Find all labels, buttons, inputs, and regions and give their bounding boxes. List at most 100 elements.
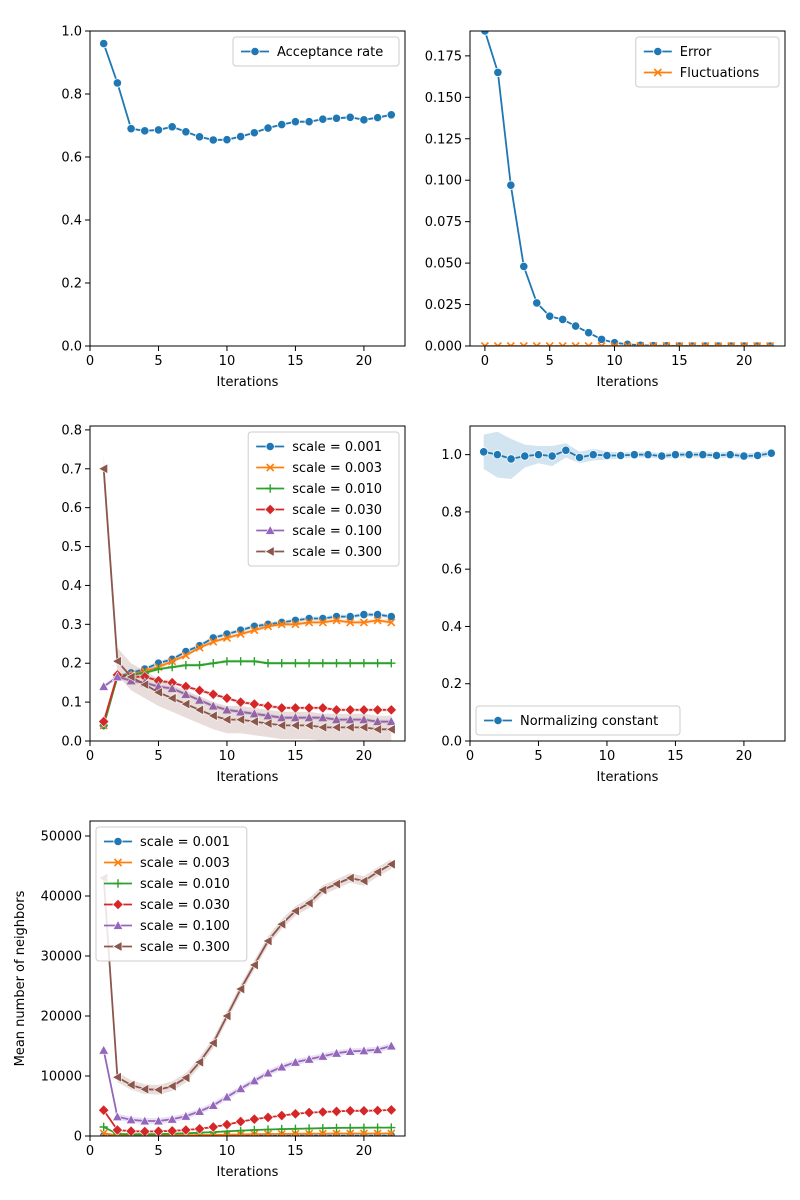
axes-frame <box>89 425 406 742</box>
x-tick-label: 15 <box>667 749 684 764</box>
panel-normalizing-constant: 0 5 10 15 20 0.0 0.2 0.4 0.6 0.8 1.0 Iterations Norm… <box>441 425 786 785</box>
point-scale-0-100-9 <box>221 1091 233 1102</box>
point-scale-0-030-6 <box>180 1124 192 1136</box>
point-scale-0-100-15 <box>303 1053 315 1064</box>
point-normalizing-constant-16 <box>698 450 708 460</box>
y-tick-label: 0.0 <box>61 340 82 355</box>
point-normalizing-constant-6 <box>561 445 571 455</box>
x-tick-label: 5 <box>154 354 162 369</box>
point-normalizing-constant-13 <box>657 451 667 461</box>
point-scale-0-030-17 <box>330 704 343 716</box>
legend-frame <box>95 826 248 962</box>
point-scale-0-030-5 <box>166 1125 178 1136</box>
point-scale-0-100-20 <box>372 1044 384 1054</box>
point-normalizing-constant-20 <box>753 450 763 461</box>
x-tick-label: 10 <box>219 1144 236 1159</box>
point-normalizing-constant-15 <box>684 450 694 460</box>
point-scale-0-300-8 <box>207 710 218 722</box>
point-acceptance-rate-21 <box>386 110 396 120</box>
point-scale-0-030-2 <box>125 1125 137 1136</box>
point-scale-0-100-18 <box>344 714 356 724</box>
point-fluctuations-9 <box>597 341 606 346</box>
point-normalizing-constant-18 <box>725 450 735 460</box>
y-tick-label: 50000 <box>41 830 82 845</box>
point-fluctuations-7 <box>571 341 580 346</box>
point-scale-0-010-20 <box>373 659 382 668</box>
plot-area <box>98 858 397 1136</box>
point-scale-0-100-16 <box>317 712 329 722</box>
legend-label-scale-0-300: scale = 0.300 <box>292 545 382 560</box>
x-tick-label: 20 <box>356 354 373 369</box>
point-scale-0-300-16 <box>317 884 328 896</box>
point-normalizing-constant-9 <box>602 450 612 461</box>
point-scale-0-010-17 <box>332 659 341 668</box>
point-scale-0-030-11 <box>248 1113 261 1125</box>
point-scale-0-300-19 <box>358 875 369 887</box>
point-error-0 <box>480 31 490 36</box>
x-tick-label: 15 <box>671 354 688 369</box>
series-line-scale-0-030 <box>102 674 392 722</box>
y-tick-label: 20000 <box>41 1010 82 1025</box>
point-scale-0-300-18 <box>344 721 355 733</box>
point-scale-0-100-14 <box>290 1056 301 1067</box>
point-normalizing-constant-1 <box>492 450 502 460</box>
point-normalizing-constant-4 <box>533 450 544 460</box>
point-scale-0-003-21 <box>387 618 396 627</box>
point-normalizing-constant-14 <box>670 450 681 460</box>
point-scale-0-300-16 <box>317 721 328 733</box>
point-scale-0-010-21 <box>387 1123 396 1132</box>
point-scale-0-010-15 <box>304 1124 314 1133</box>
legend-label-scale-0-030: scale = 0.030 <box>140 898 230 913</box>
point-acceptance-rate-4 <box>153 125 164 135</box>
point-scale-0-003-13 <box>277 1129 286 1136</box>
series-line-scale-0-100 <box>102 1045 392 1122</box>
point-scale-0-300-4 <box>152 1084 163 1096</box>
point-scale-0-300-20 <box>372 866 382 878</box>
y-tick-label: 0.075 <box>425 215 462 230</box>
point-scale-0-030-0 <box>98 1104 110 1116</box>
legend: Normalizing constant <box>475 705 681 736</box>
point-scale-0-030-10 <box>234 696 247 708</box>
point-scale-0-003-13 <box>277 620 286 629</box>
point-fluctuations-21 <box>753 341 762 346</box>
point-acceptance-rate-10 <box>236 131 246 142</box>
point-acceptance-rate-1 <box>112 78 122 88</box>
point-fluctuations-12 <box>636 341 645 346</box>
x-tick-label: 0 <box>86 1144 94 1159</box>
point-fluctuations-20 <box>740 341 749 346</box>
series-line-normalizing-constant <box>483 449 772 460</box>
y-tick-label: 30000 <box>41 950 82 965</box>
point-error-9 <box>596 334 607 344</box>
x-tick-label: 0 <box>481 354 489 369</box>
point-scale-0-100-11 <box>248 708 260 718</box>
point-scale-0-300-3 <box>139 1083 150 1095</box>
point-scale-0-100-19 <box>358 714 370 724</box>
point-scale-0-010-10 <box>236 1126 245 1135</box>
point-scale-0-030-19 <box>358 1105 370 1117</box>
legend-label-scale-0-001: scale = 0.001 <box>292 440 382 455</box>
point-scale-0-001-19 <box>359 610 369 620</box>
axes-frame <box>469 425 786 742</box>
series-line-scale-0-010 <box>102 660 392 726</box>
point-scale-0-010-19 <box>359 659 369 668</box>
point-error-6 <box>558 314 568 325</box>
point-fluctuations-3 <box>519 341 528 346</box>
legend-frame <box>247 431 400 567</box>
point-scale-0-100-6 <box>180 688 192 699</box>
point-acceptance-rate-19 <box>359 115 369 125</box>
x-axis-label: Iterations <box>217 770 279 785</box>
x-axis-label: Iterations <box>217 1165 279 1180</box>
legend-marker-scale-0-010 <box>113 879 123 888</box>
point-scale-0-010-12 <box>263 659 273 668</box>
point-acceptance-rate-5 <box>167 122 177 132</box>
point-scale-0-100-16 <box>317 1050 329 1061</box>
point-normalizing-constant-21 <box>766 448 776 458</box>
point-normalizing-constant-7 <box>574 452 585 463</box>
point-scale-0-003-12 <box>263 622 273 631</box>
point-scale-0-100-20 <box>372 716 384 726</box>
point-scale-0-100-7 <box>194 694 205 705</box>
point-fluctuations-13 <box>649 341 658 346</box>
point-fluctuations-16 <box>688 341 697 346</box>
y-tick-label: 0.2 <box>441 677 462 692</box>
legend-frame <box>232 36 400 67</box>
